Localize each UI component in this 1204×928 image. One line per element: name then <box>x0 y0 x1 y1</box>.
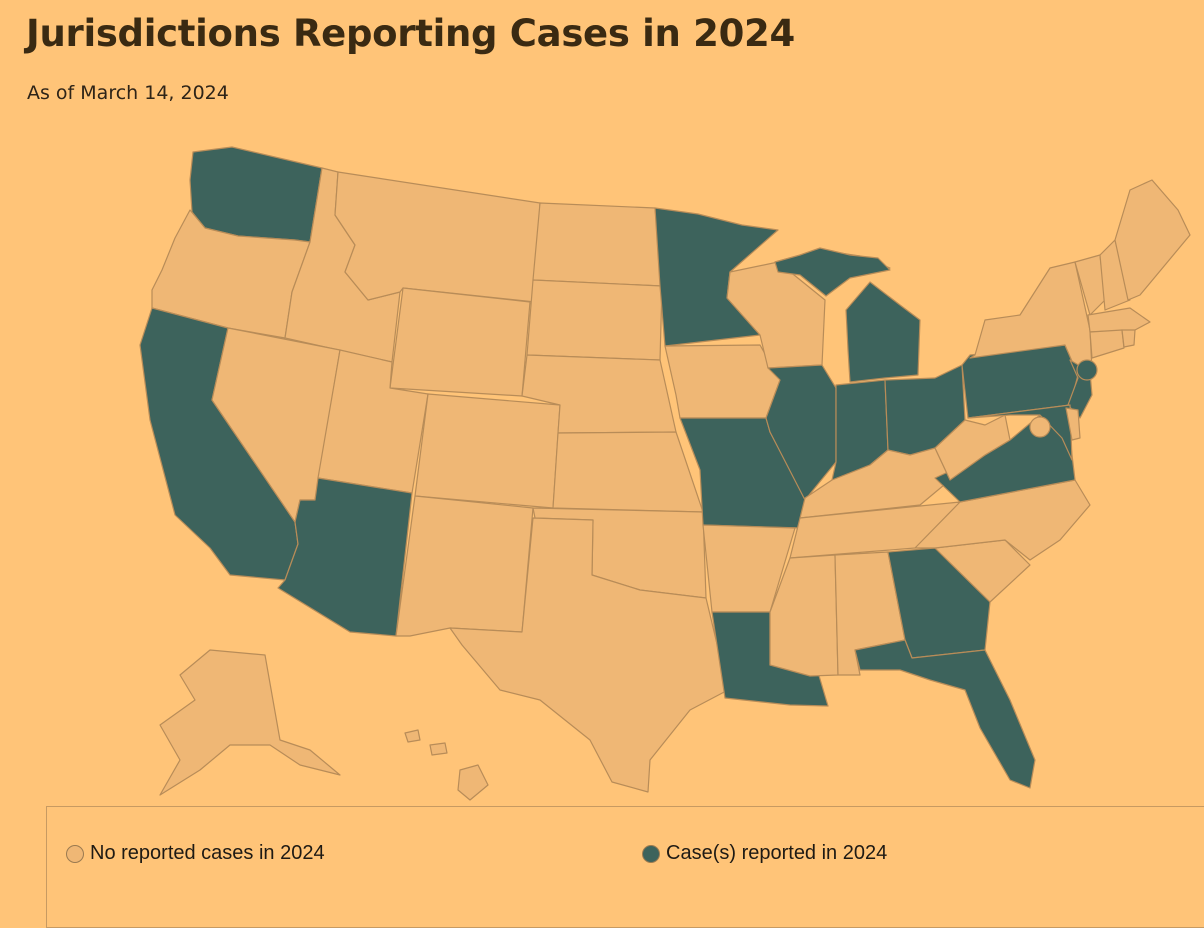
state-MT[interactable] <box>334 171 541 303</box>
state-AZ[interactable] <box>277 477 413 637</box>
state-DE[interactable] <box>1065 407 1081 441</box>
state-NH[interactable] <box>1099 239 1131 311</box>
state-SD[interactable] <box>526 279 663 361</box>
state-MI-lp[interactable] <box>845 281 921 383</box>
state-FL[interactable] <box>854 639 1036 789</box>
state-CO[interactable] <box>414 393 561 509</box>
legend-label-no-cases: No reported cases in 2024 <box>90 842 325 864</box>
legend-item-cases: Case(s) reported in 2024 <box>642 842 887 865</box>
state-NM[interactable] <box>395 495 534 637</box>
state-ND[interactable] <box>532 202 663 287</box>
state-ME[interactable] <box>1114 179 1191 301</box>
state-WY[interactable] <box>389 287 531 397</box>
legend <box>46 806 1204 928</box>
page-subtitle: As of March 14, 2024 <box>27 82 229 104</box>
state-MI-up[interactable] <box>774 247 891 297</box>
state-HI[interactable] <box>457 764 489 801</box>
state-HI-3[interactable] <box>429 742 448 756</box>
us-map <box>139 146 1191 801</box>
marker-NYC[interactable] <box>1076 359 1098 381</box>
legend-swatch-cases <box>642 844 660 863</box>
state-HI-2[interactable] <box>404 729 421 743</box>
page-title: Jurisdictions Reporting Cases in 2024 <box>26 12 795 55</box>
marker-DC[interactable] <box>1029 416 1051 438</box>
state-TX[interactable] <box>449 517 729 793</box>
legend-swatch-no-cases <box>66 844 84 863</box>
state-AK[interactable] <box>159 649 341 796</box>
legend-label-cases: Case(s) reported in 2024 <box>666 842 888 864</box>
state-MA[interactable] <box>1087 307 1151 333</box>
state-RI[interactable] <box>1121 329 1136 348</box>
state-WA[interactable] <box>189 146 323 243</box>
state-CT[interactable] <box>1089 329 1125 359</box>
legend-item-no-cases: No reported cases in 2024 <box>66 842 325 865</box>
state-WV[interactable] <box>934 414 1011 481</box>
state-KS[interactable] <box>552 431 704 513</box>
state-IA[interactable] <box>664 344 781 419</box>
